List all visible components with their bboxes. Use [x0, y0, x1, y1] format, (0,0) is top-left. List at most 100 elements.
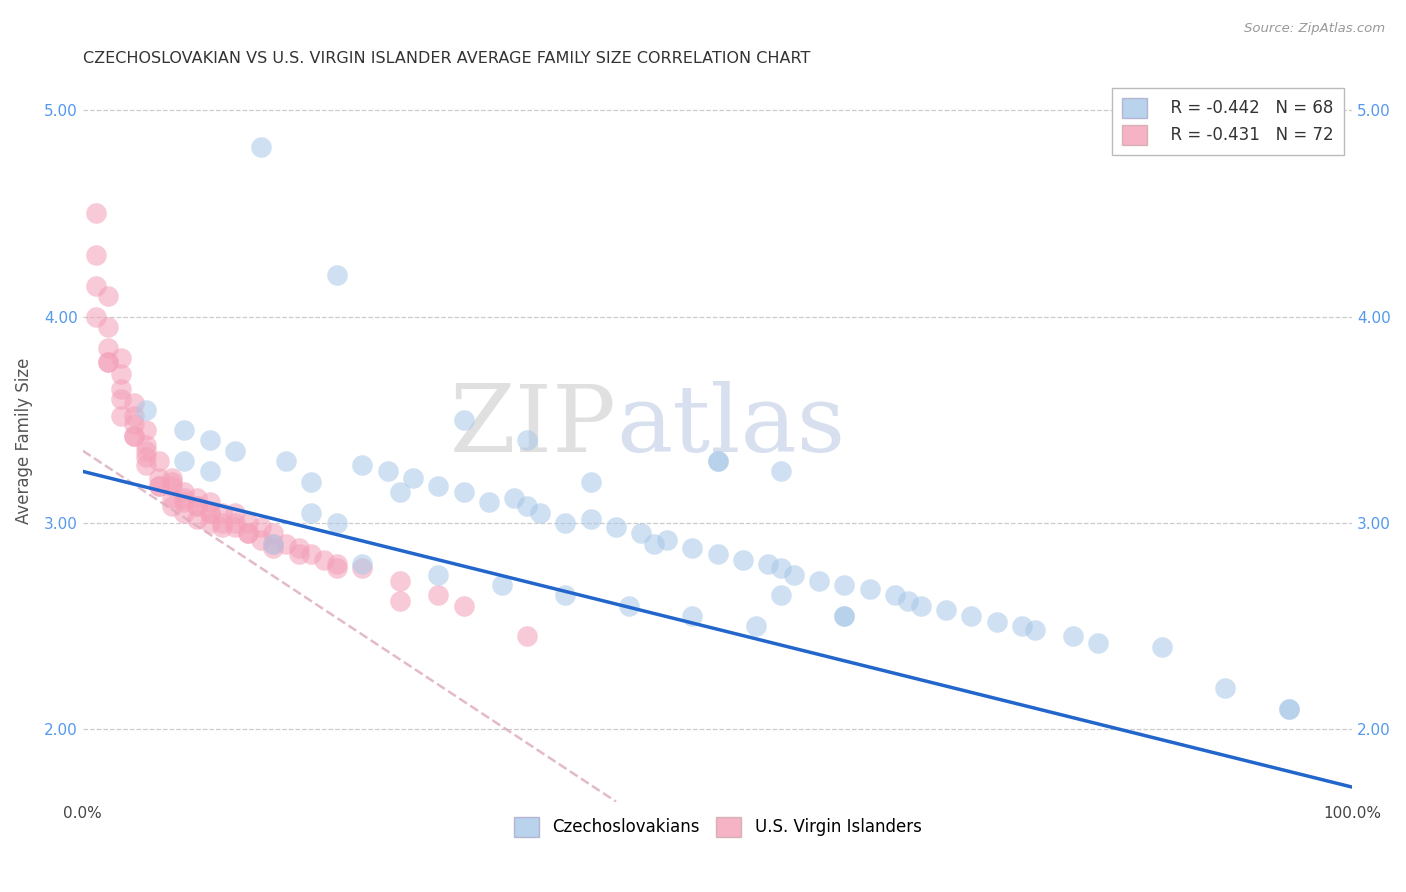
Point — [389, 594, 412, 608]
Point — [325, 516, 347, 530]
Point — [389, 485, 412, 500]
Point — [160, 470, 183, 484]
Point — [453, 413, 475, 427]
Text: atlas: atlas — [616, 381, 845, 471]
Point — [262, 536, 284, 550]
Point — [110, 368, 132, 382]
Point — [110, 409, 132, 423]
Point — [211, 520, 233, 534]
Y-axis label: Average Family Size: Average Family Size — [15, 358, 32, 524]
Point — [579, 512, 602, 526]
Point — [224, 516, 246, 530]
Point — [84, 278, 107, 293]
Point — [516, 434, 538, 448]
Point — [299, 506, 322, 520]
Point — [960, 608, 983, 623]
Point — [224, 443, 246, 458]
Point — [148, 479, 170, 493]
Point — [554, 588, 576, 602]
Point — [122, 429, 145, 443]
Point — [135, 402, 157, 417]
Point — [84, 310, 107, 324]
Point — [173, 495, 195, 509]
Point — [160, 491, 183, 506]
Point — [706, 454, 728, 468]
Point — [173, 423, 195, 437]
Point — [453, 485, 475, 500]
Point — [148, 479, 170, 493]
Point — [834, 608, 856, 623]
Point — [198, 516, 221, 530]
Point — [935, 602, 957, 616]
Point — [706, 547, 728, 561]
Point — [325, 268, 347, 283]
Point — [427, 588, 450, 602]
Point — [135, 437, 157, 451]
Point — [173, 485, 195, 500]
Point — [198, 495, 221, 509]
Point — [186, 512, 208, 526]
Point — [516, 500, 538, 514]
Point — [299, 475, 322, 489]
Point — [681, 541, 703, 555]
Point — [503, 491, 526, 506]
Point — [352, 458, 374, 473]
Point — [160, 479, 183, 493]
Point — [1087, 635, 1109, 649]
Point — [783, 567, 806, 582]
Point — [554, 516, 576, 530]
Point — [236, 526, 259, 541]
Point — [491, 578, 513, 592]
Point — [122, 417, 145, 431]
Point — [617, 599, 640, 613]
Point — [249, 520, 271, 534]
Point — [186, 491, 208, 506]
Point — [97, 355, 120, 369]
Point — [427, 479, 450, 493]
Point — [910, 599, 932, 613]
Point — [148, 454, 170, 468]
Point — [769, 588, 792, 602]
Text: Source: ZipAtlas.com: Source: ZipAtlas.com — [1244, 22, 1385, 36]
Point — [859, 582, 882, 596]
Point — [402, 470, 425, 484]
Point — [706, 454, 728, 468]
Point — [110, 382, 132, 396]
Point — [84, 206, 107, 220]
Point — [249, 140, 271, 154]
Point — [262, 526, 284, 541]
Point — [173, 454, 195, 468]
Point — [529, 506, 551, 520]
Point — [110, 392, 132, 407]
Point — [389, 574, 412, 588]
Point — [160, 475, 183, 489]
Point — [1213, 681, 1236, 695]
Point — [97, 289, 120, 303]
Point — [198, 464, 221, 478]
Point — [352, 558, 374, 572]
Point — [377, 464, 399, 478]
Point — [834, 608, 856, 623]
Point — [236, 526, 259, 541]
Point — [731, 553, 754, 567]
Point — [325, 561, 347, 575]
Point — [630, 526, 652, 541]
Point — [198, 506, 221, 520]
Point — [834, 578, 856, 592]
Point — [186, 500, 208, 514]
Point — [160, 500, 183, 514]
Point — [211, 516, 233, 530]
Point — [579, 475, 602, 489]
Point — [186, 500, 208, 514]
Point — [122, 396, 145, 410]
Point — [605, 520, 627, 534]
Point — [148, 470, 170, 484]
Point — [198, 506, 221, 520]
Point — [1011, 619, 1033, 633]
Point — [135, 423, 157, 437]
Point — [681, 608, 703, 623]
Point — [173, 491, 195, 506]
Point — [97, 355, 120, 369]
Point — [897, 594, 920, 608]
Point — [122, 429, 145, 443]
